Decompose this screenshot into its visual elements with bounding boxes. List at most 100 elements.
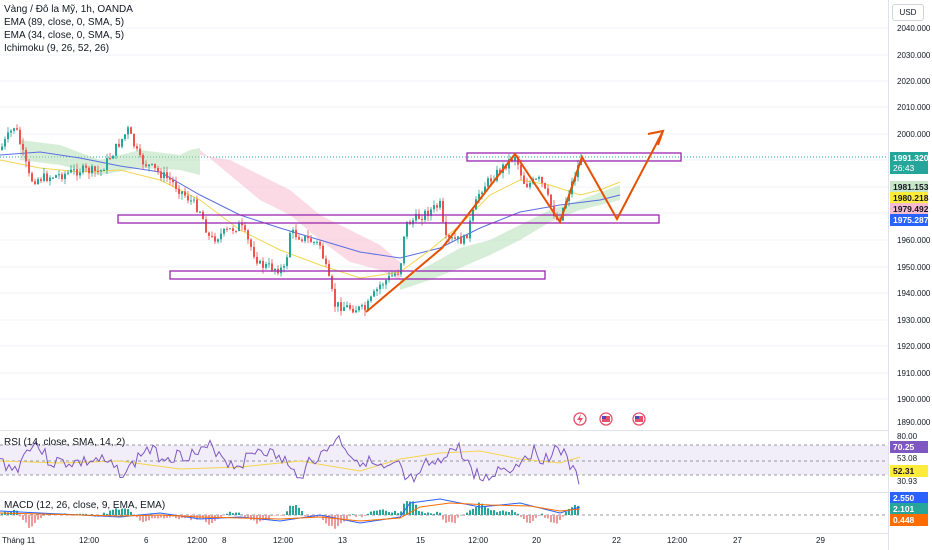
macd-bar <box>148 515 150 521</box>
candle-body <box>547 188 549 195</box>
rsi-sma-line <box>0 450 581 472</box>
candle-body <box>259 260 261 264</box>
candle-body <box>130 127 132 134</box>
candle-body <box>127 127 129 135</box>
time-label: 22 <box>612 536 621 545</box>
macd-bar <box>307 515 309 517</box>
macd-tag-teal: 2.101 <box>890 503 928 515</box>
macd-bar <box>298 507 300 515</box>
macd-bar <box>325 515 327 524</box>
candle-body <box>31 173 33 182</box>
macd-bar <box>265 515 267 520</box>
candle-body <box>211 235 213 237</box>
macd-bar <box>316 515 318 517</box>
candle-body <box>73 169 75 171</box>
candle-body <box>37 179 39 185</box>
candle-body <box>553 205 555 217</box>
macd-chart[interactable] <box>0 493 888 533</box>
price-axis[interactable] <box>888 0 932 550</box>
candle-body <box>520 164 522 176</box>
time-label: 15 <box>416 536 425 545</box>
last-price-tag: 1991.320 26:43 <box>890 152 928 174</box>
candle-body <box>55 175 57 178</box>
macd-bar <box>151 515 153 519</box>
rsi-tag-violet: 70.25 <box>890 441 928 453</box>
time-label: 12:00 <box>79 536 100 545</box>
candle-body <box>238 222 240 232</box>
macd-bar <box>418 511 420 515</box>
macd-bar <box>331 515 333 526</box>
macd-bar <box>466 512 468 515</box>
symbol-title[interactable]: Vàng / Đô la Mỹ, 1h, OANDA <box>4 4 133 15</box>
candle-body <box>541 177 543 184</box>
signal-line <box>0 502 581 522</box>
candle-body <box>139 148 141 156</box>
macd-legend[interactable]: MACD (12, 26, close, 9, EMA, EMA) <box>4 500 166 511</box>
macd-bar <box>358 514 360 516</box>
candle-body <box>334 288 336 307</box>
price-tag-blue: 1975.287 <box>890 214 928 226</box>
macd-bar <box>283 515 285 516</box>
macd-bar <box>334 515 336 529</box>
rsi-legend[interactable]: RSI (14, close, SMA, 14, 2) <box>4 437 126 448</box>
candle-body <box>70 169 72 173</box>
price-tick: 2010.000 <box>897 103 931 112</box>
candle-body <box>337 302 339 307</box>
candle-body <box>262 260 264 268</box>
macd-bar <box>484 506 486 515</box>
macd-bar <box>250 515 252 521</box>
ema-89-legend[interactable]: EMA (89, close, 0, SMA, 5) <box>4 17 125 28</box>
macd-bar <box>424 513 426 515</box>
candle-body <box>391 275 393 277</box>
rsi-tag-yellow: 52.31 <box>890 465 928 477</box>
time-label: 27 <box>733 536 742 545</box>
price-tag-green: 1981.153 <box>890 181 928 193</box>
macd-bar <box>79 513 81 515</box>
ema-34-legend[interactable]: EMA (34, close, 0, SMA, 5) <box>4 30 125 41</box>
macd-bar <box>496 512 498 515</box>
macd-pane-separator[interactable] <box>0 492 888 493</box>
price-tick: 1930.000 <box>897 316 931 325</box>
macd-bar <box>409 501 411 515</box>
candle-body <box>511 159 513 161</box>
candle-body <box>316 241 318 243</box>
macd-bar <box>481 503 483 515</box>
currency-button[interactable]: USD <box>892 4 924 21</box>
candle-body <box>469 220 471 239</box>
candle-body <box>310 238 312 243</box>
candle-body <box>76 169 78 176</box>
candle-body <box>274 268 276 271</box>
candle-body <box>109 158 111 160</box>
macd-bar <box>505 511 507 515</box>
price-tick: 1940.000 <box>897 289 931 298</box>
rsi-pane-separator[interactable] <box>0 430 888 431</box>
macd-bar <box>400 511 402 515</box>
candle-body <box>196 199 198 212</box>
candle-body <box>115 143 117 156</box>
candle-body <box>208 232 210 236</box>
candle-body <box>340 302 342 311</box>
rsi-chart[interactable] <box>0 431 888 491</box>
price-chart[interactable] <box>0 0 888 430</box>
macd-bar <box>370 511 372 515</box>
macd-bar <box>541 513 543 515</box>
candle-body <box>220 233 222 240</box>
price-tick: 1890.000 <box>897 418 931 427</box>
macd-bar <box>559 515 561 520</box>
macd-bar <box>457 515 459 518</box>
macd-bar <box>529 515 531 524</box>
candle-body <box>19 129 21 144</box>
macd-bar <box>565 512 567 515</box>
candle-body <box>364 305 366 311</box>
time-label: 12:00 <box>468 536 489 545</box>
candle-body <box>289 233 291 258</box>
macd-bar <box>19 515 21 517</box>
rsi-tick: 80.00 <box>897 432 918 441</box>
macd-bar <box>367 513 369 515</box>
candle-body <box>28 161 30 174</box>
ichimoku-legend[interactable]: Ichimoku (9, 26, 52, 26) <box>4 43 110 54</box>
macd-bar <box>118 509 120 515</box>
macd-bar <box>460 514 462 516</box>
candle-body <box>49 177 51 182</box>
candle-body <box>322 245 324 259</box>
